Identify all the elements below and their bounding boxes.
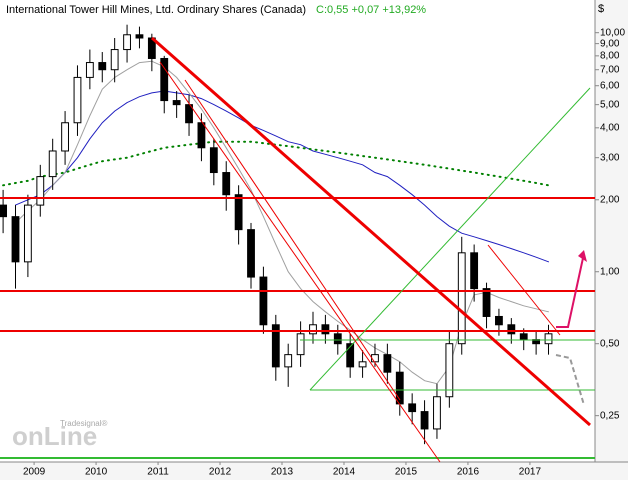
x-tick-label: 2009 (23, 467, 46, 478)
chart-subtitle: C:0,55 +0,07 +13,92% (316, 4, 426, 16)
x-tick-label: 2013 (271, 467, 294, 478)
candle-body (23, 204, 32, 263)
candle-body (346, 343, 355, 368)
y-tick-label: 2,00 (600, 194, 620, 205)
channel-line (159, 61, 441, 463)
arrow-head (578, 250, 587, 262)
candle-body (408, 403, 417, 413)
y-tick-label: 6,00 (600, 80, 620, 91)
candle-body (98, 62, 107, 71)
x-tick-label: 2012 (209, 467, 232, 478)
y-tick-label: 0,50 (600, 338, 620, 349)
x-axis-panel (0, 462, 628, 480)
candle-body (482, 288, 491, 317)
candle-body (234, 194, 243, 231)
candle-body (135, 34, 144, 39)
candle-body (333, 333, 342, 345)
candle-body (160, 57, 169, 102)
y-tick-label: 8,00 (600, 50, 620, 61)
y-tick-label: 7,00 (600, 64, 620, 75)
candle-body (433, 396, 441, 430)
trend-line (151, 36, 591, 427)
candle-body (36, 176, 45, 206)
candle-body (185, 104, 193, 124)
candle-body (123, 34, 131, 51)
y-unit: $ (598, 3, 604, 15)
candle-body (321, 324, 330, 335)
candle-body (61, 122, 69, 152)
candle-body (197, 122, 206, 149)
candle-body (0, 204, 8, 218)
candle-body (147, 37, 156, 59)
candle-body (358, 361, 367, 368)
moving-average (2, 140, 550, 187)
candle-body (284, 354, 293, 368)
x-tick-label: 2016 (457, 467, 480, 478)
y-axis-panel (595, 0, 628, 480)
candle-body (296, 333, 305, 356)
trend-line (309, 87, 591, 391)
candle-body (85, 62, 94, 78)
y-tick-label: 9,00 (600, 38, 620, 49)
y-tick-label: 10,00 (600, 27, 625, 38)
candle-body (495, 315, 503, 326)
candle-body (271, 324, 280, 368)
moving-average (15, 90, 549, 263)
candle-body (172, 100, 181, 106)
logo-small: Tradesignal® (60, 419, 108, 428)
candle-body (209, 147, 218, 174)
candle-body (470, 252, 479, 290)
forecast-arrow (555, 354, 585, 406)
drawing-tools (0, 36, 595, 463)
x-tick-label: 2015 (395, 467, 418, 478)
candle-body (457, 252, 466, 345)
candle-body (420, 411, 429, 430)
y-tick-label: 1,00 (600, 266, 620, 277)
candle-body (383, 354, 392, 373)
candle-body (247, 229, 255, 278)
candle-body (110, 49, 119, 71)
candle-body (222, 172, 231, 196)
y-tick-label: 4,00 (600, 122, 620, 133)
x-tick-label: 2017 (519, 467, 542, 478)
candle-body (544, 333, 553, 345)
y-tick-label: 0,25 (600, 410, 620, 421)
x-tick-label: 2014 (333, 467, 356, 478)
forecast-arrow (556, 257, 584, 328)
candle-body (371, 354, 379, 363)
logo: onLine (12, 421, 97, 451)
candle-body (507, 324, 516, 335)
x-tick-label: 2011 (147, 467, 169, 478)
x-tick-label: 2010 (85, 467, 108, 478)
candle-body (309, 324, 317, 335)
candle-body (445, 343, 454, 398)
candle-body (11, 216, 20, 263)
y-tick-label: 5,00 (600, 99, 620, 110)
candle-body (519, 333, 528, 341)
candle-body (259, 276, 268, 326)
candle-body (73, 76, 82, 124)
y-tick-label: 3,00 (600, 152, 620, 163)
chart-title: International Tower Hill Mines, Ltd. Ord… (6, 4, 306, 16)
channel-line (184, 79, 401, 401)
candle-body (48, 150, 57, 178)
trend-line (487, 244, 561, 336)
